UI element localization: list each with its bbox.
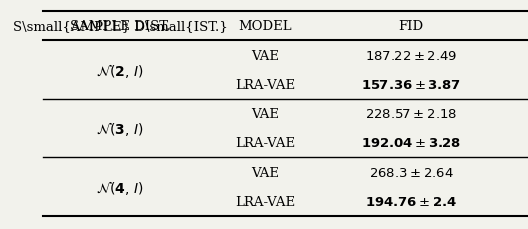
Text: LRA-VAE: LRA-VAE [235, 137, 296, 150]
Text: $\mathcal{N}(\mathbf{4},\,I)$: $\mathcal{N}(\mathbf{4},\,I)$ [96, 178, 144, 196]
Text: SAMPLE DIST.: SAMPLE DIST. [70, 20, 170, 33]
Text: $\mathbf{194.76} \pm \mathbf{2.4}$: $\mathbf{194.76} \pm \mathbf{2.4}$ [365, 195, 457, 208]
Text: LRA-VAE: LRA-VAE [235, 79, 296, 91]
Text: S\small{AMPLE} D\small{IST.}: S\small{AMPLE} D\small{IST.} [13, 20, 228, 33]
Text: $187.22 \pm 2.49$: $187.22 \pm 2.49$ [365, 49, 457, 62]
Text: $\mathbf{157.36} \pm \mathbf{3.87}$: $\mathbf{157.36} \pm \mathbf{3.87}$ [361, 79, 461, 91]
Text: $\mathbf{192.04} \pm \mathbf{3.28}$: $\mathbf{192.04} \pm \mathbf{3.28}$ [361, 137, 461, 150]
Text: $\mathcal{N}(\mathbf{2},\,I)$: $\mathcal{N}(\mathbf{2},\,I)$ [96, 61, 144, 79]
Text: MODEL: MODEL [239, 20, 293, 33]
Text: $228.57 \pm 2.18$: $228.57 \pm 2.18$ [365, 108, 457, 120]
Text: $\mathcal{N}(\mathbf{3},\,I)$: $\mathcal{N}(\mathbf{3},\,I)$ [96, 120, 144, 138]
Text: VAE: VAE [251, 166, 279, 179]
Text: LRA-VAE: LRA-VAE [235, 195, 296, 208]
Text: $268.3 \pm 2.64$: $268.3 \pm 2.64$ [369, 166, 454, 179]
Text: VAE: VAE [251, 108, 279, 120]
Text: FID: FID [399, 20, 423, 33]
Text: VAE: VAE [251, 49, 279, 62]
